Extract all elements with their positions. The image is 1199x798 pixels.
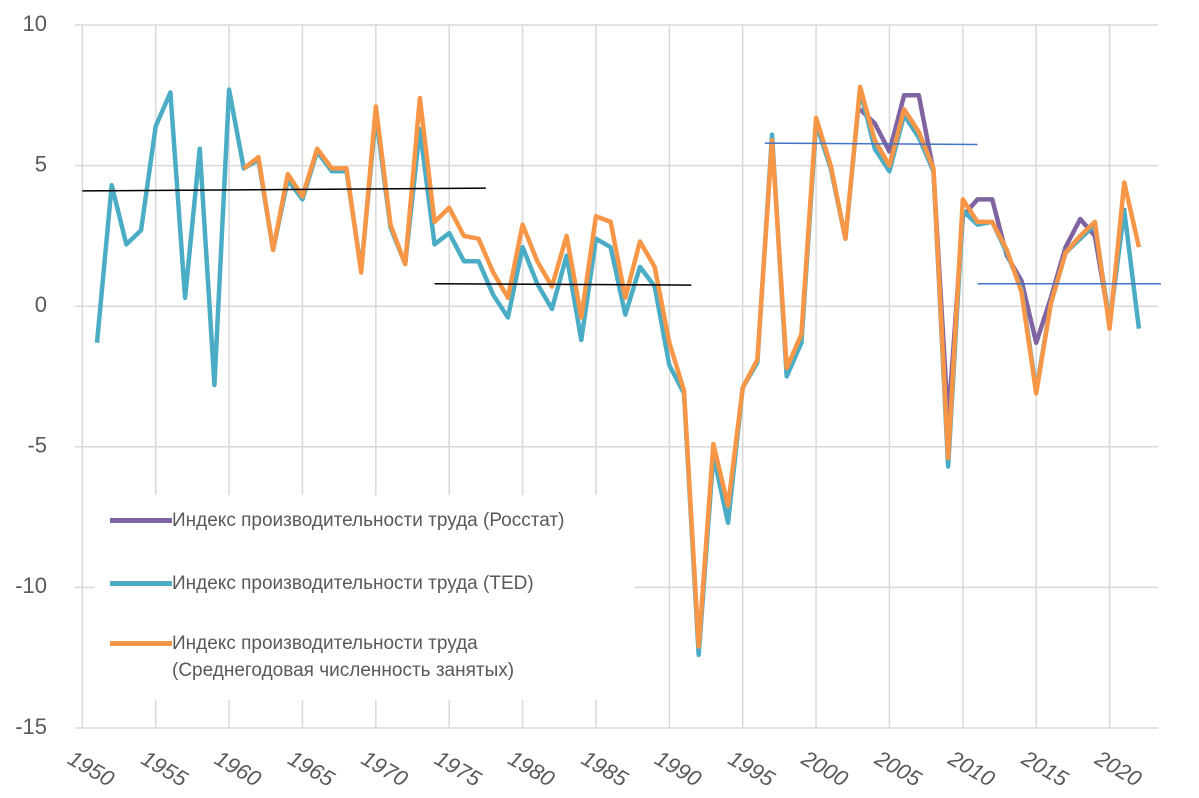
legend: Индекс производительности труда (Росстат… bbox=[95, 495, 635, 700]
x-tick-label: 2010 bbox=[943, 745, 999, 792]
x-tick-label: 1985 bbox=[577, 745, 633, 792]
legend-item: Индекс производительности труда (Среднег… bbox=[110, 630, 612, 684]
legend-label: Индекс производительности труда (Росстат… bbox=[172, 510, 565, 531]
legend-swatch bbox=[110, 518, 172, 523]
series-line bbox=[858, 93, 1127, 424]
x-tick-label: 2005 bbox=[870, 745, 926, 792]
x-tick-label: 1980 bbox=[504, 745, 560, 792]
x-tick-label: 2020 bbox=[1090, 745, 1146, 792]
x-tick-label: 1960 bbox=[210, 745, 266, 792]
legend-label: Индекс производительности труда (TED) bbox=[172, 573, 534, 594]
trend-line bbox=[434, 282, 692, 286]
trend-line bbox=[764, 142, 978, 146]
y-tick-label: 0 bbox=[35, 292, 47, 317]
y-tick-label: -10 bbox=[15, 573, 47, 598]
x-tick-label: 1950 bbox=[64, 745, 120, 792]
x-tick-label: 1965 bbox=[284, 745, 340, 792]
legend-label: Индекс производительности труда (Среднег… bbox=[172, 633, 515, 681]
series-line bbox=[242, 84, 1142, 649]
legend-item: Индекс производительности труда (TED) bbox=[110, 570, 612, 597]
x-tick-label: 2000 bbox=[797, 745, 853, 792]
legend-swatch bbox=[110, 641, 172, 646]
x-tick-label: 1990 bbox=[651, 745, 707, 792]
y-tick-label: 5 bbox=[35, 151, 47, 176]
y-tick-label: -5 bbox=[27, 433, 47, 458]
x-tick-label: 1955 bbox=[137, 745, 193, 792]
legend-swatch bbox=[110, 581, 172, 586]
y-tick-label: -15 bbox=[15, 714, 47, 739]
x-tick-label: 1970 bbox=[357, 745, 413, 792]
x-tick-label: 2015 bbox=[1017, 745, 1073, 792]
legend-item: Индекс производительности труда (Росстат… bbox=[110, 507, 612, 534]
x-tick-label: 1975 bbox=[431, 745, 487, 792]
y-tick-label: 10 bbox=[23, 11, 47, 36]
trend-line bbox=[82, 187, 486, 192]
x-tick-label: 1995 bbox=[724, 745, 780, 792]
